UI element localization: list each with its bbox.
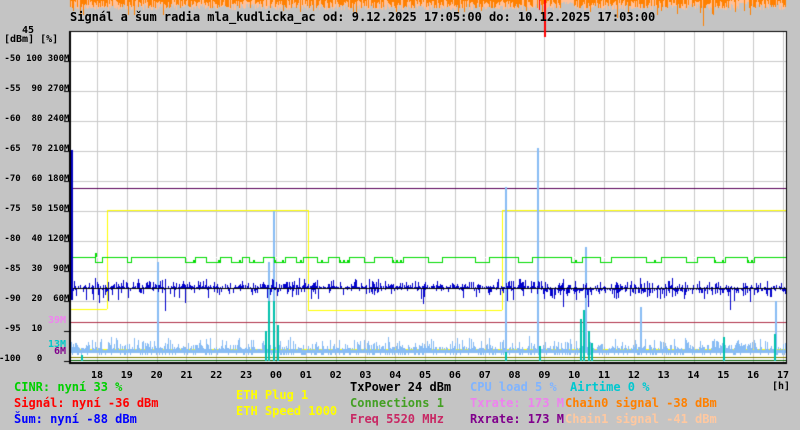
legend-item-freq: Freq 5520 MHz [350, 412, 444, 426]
x-axis-hour-label: 17 [776, 370, 789, 381]
x-axis-hour-label: 13 [657, 370, 670, 381]
x-axis-hour-label: 00 [269, 370, 282, 381]
legend-item-cinr: CINR: nyní 33 % [14, 380, 123, 394]
x-axis-hour-label: 23 [240, 370, 253, 381]
x-axis-unit-label: [h] [771, 381, 790, 392]
x-axis-hour-label: 16 [747, 370, 760, 381]
y-axis-row: -85 30 90M [0, 264, 70, 274]
legend-item-eth-speed: ETH Speed 1000 [236, 404, 338, 418]
legend-item-connections: Connections 1 [350, 396, 444, 410]
x-axis-hour-label: 09 [538, 370, 551, 381]
legend-item-chain0: Chain0 signal -38 dBm [565, 396, 717, 410]
x-axis-hour-label: 20 [150, 370, 163, 381]
y-axis-row: -65 70 210M [0, 144, 70, 154]
y-axis-rate-label: 39M [47, 315, 66, 326]
x-axis-hour-label: 22 [210, 370, 223, 381]
legend-item-eth-plug: ETH Plug 1 [236, 388, 309, 402]
legend-item-signal: Signál: nyní -36 dBm [14, 396, 159, 410]
chart-title: Signál a šum radia mla_kudlicka_ac od: 9… [70, 10, 656, 24]
legend-item-chain1: Chain1 signal -41 dBm [565, 412, 717, 426]
x-axis-hour-label: 05 [419, 370, 432, 381]
legend-item-noise: Šum: nyní -88 dBm [14, 412, 137, 426]
x-axis-hour-label: 03 [359, 370, 372, 381]
y-axis-row: -100 0 [0, 354, 43, 364]
x-axis-hour-label: 01 [299, 370, 312, 381]
legend-item-rxrate: Rxrate: 173 M [470, 412, 564, 426]
y-axis-top-label: 45 [21, 25, 34, 36]
y-axis-unit-header: [dBm] [%] [4, 34, 59, 45]
x-axis-hour-label: 02 [329, 370, 342, 381]
y-axis-row: -60 80 240M [0, 114, 70, 124]
y-axis-row: -95 10 [0, 324, 43, 334]
legend-item-txrate: Txrate: 173 M [470, 396, 564, 410]
x-axis-hour-label: 08 [508, 370, 521, 381]
y-axis-row: -80 40 120M [0, 234, 70, 244]
x-axis-hour-label: 18 [90, 370, 104, 381]
x-axis-hour-label: 14 [687, 370, 700, 381]
x-axis-hour-label: 19 [120, 370, 133, 381]
legend-item-cpu-load: CPU load 5 % [470, 380, 557, 394]
y-axis-row: -50 100 300M [0, 54, 70, 64]
y-axis-row: -90 20 60M [0, 294, 70, 304]
x-axis-hour-label: 12 [627, 370, 640, 381]
x-axis-hour-label: 04 [389, 370, 402, 381]
y-axis-rate-label: 6M [53, 346, 66, 357]
y-axis-row: -75 50 150M [0, 204, 70, 214]
legend-item-airtime: Airtime 0 % [570, 380, 650, 394]
x-axis-hour-label: 21 [180, 370, 193, 381]
x-axis-hour-label: 10 [568, 370, 581, 381]
legend-item-txpower: TxPower 24 dBm [350, 380, 452, 394]
y-axis-row: -55 90 270M [0, 84, 70, 94]
y-axis-rate-label: 13M [47, 339, 66, 350]
y-axis-row: -70 60 180M [0, 174, 70, 184]
x-axis-hour-label: 07 [478, 370, 491, 381]
x-axis-hour-label: 06 [448, 370, 461, 381]
x-axis-hour-label: 15 [717, 370, 730, 381]
x-axis-hour-label: 11 [598, 370, 611, 381]
